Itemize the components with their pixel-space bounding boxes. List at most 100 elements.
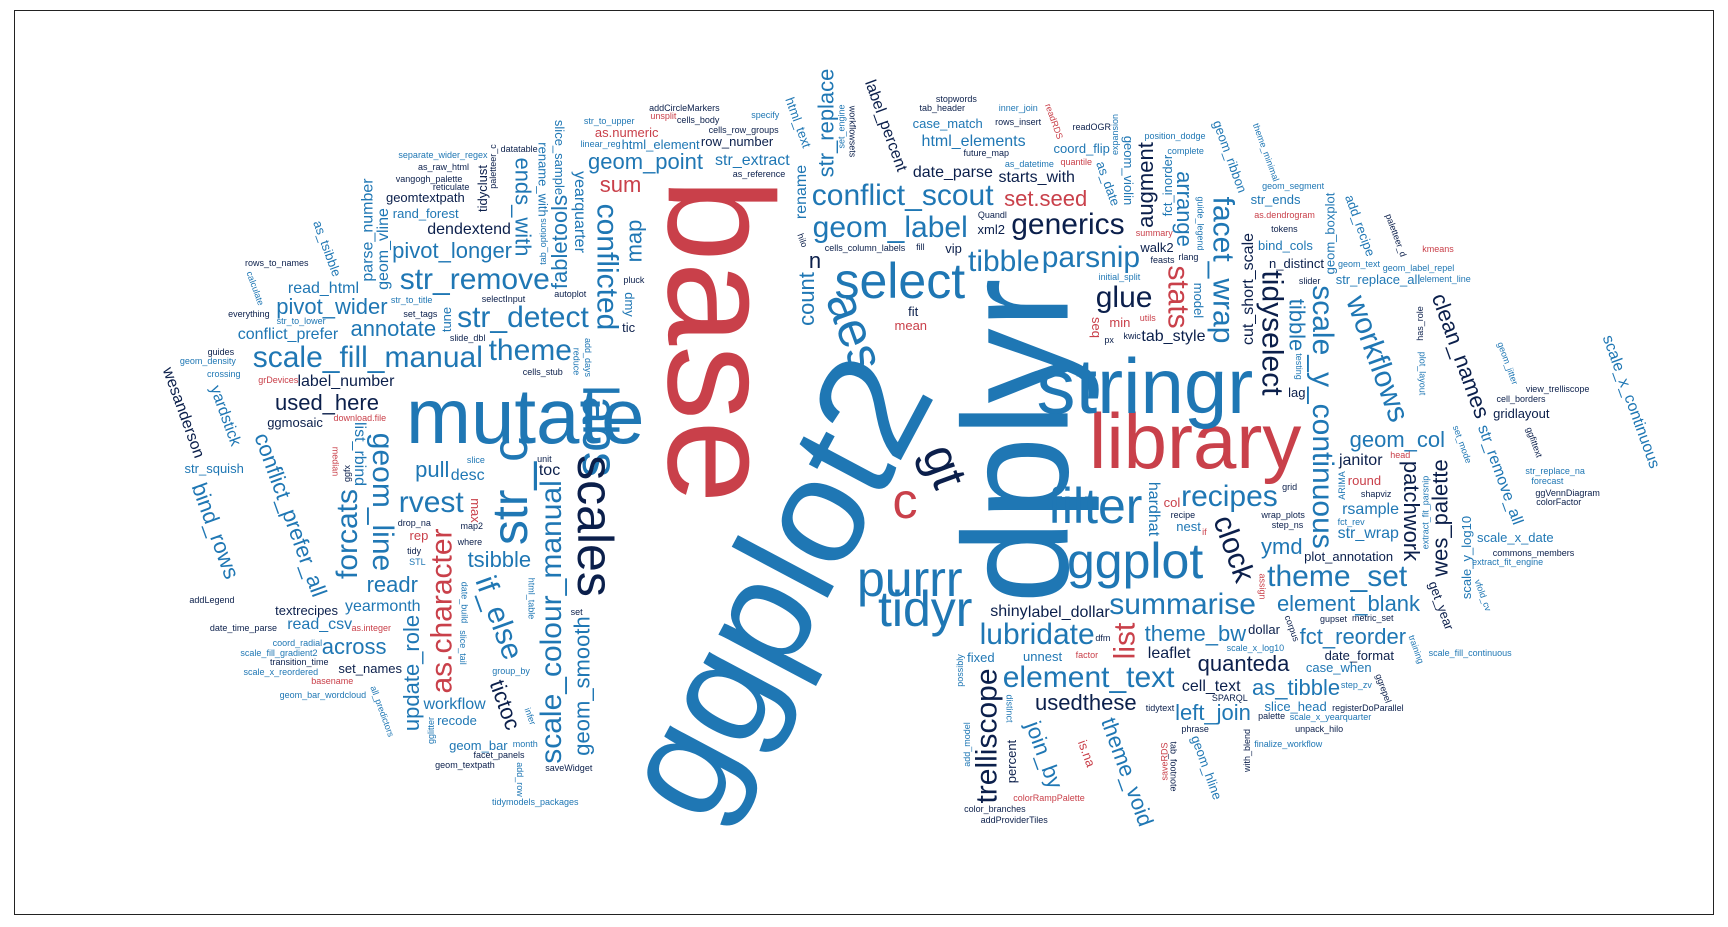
cloud-word-geom-bar: geom_bar xyxy=(449,737,508,753)
cloud-word-get-year: get_year xyxy=(1425,579,1457,632)
cloud-word-conflict-scout: conflict_scout xyxy=(811,178,994,212)
cloud-word-percent: percent xyxy=(1004,739,1020,783)
cloud-word-parsnip: parsnip xyxy=(1041,240,1141,274)
cloud-word-step-zv: step_zv xyxy=(1340,679,1372,690)
cloud-word-ggmosaic: ggmosaic xyxy=(267,414,323,430)
cloud-word-label-number: label_number xyxy=(297,373,395,391)
cloud-word-clean-names: clean_names xyxy=(1426,289,1495,422)
cloud-word-if: if xyxy=(1202,526,1207,537)
cloud-word-glue: glue xyxy=(1095,281,1153,315)
cloud-word-metric-set: metric_set xyxy=(1351,613,1394,624)
cloud-word-slice-head: slice_head xyxy=(1264,699,1327,714)
cloud-word-sum: sum xyxy=(599,171,642,197)
cloud-word-left-join: left_join xyxy=(1175,700,1251,726)
cloud-word-as-tibble: as_tibble xyxy=(1252,675,1341,701)
cloud-word-add-row: add_row xyxy=(515,762,526,797)
cloud-word-hardhat: hardhat xyxy=(1145,481,1163,537)
cloud-word-unsplit: unsplit xyxy=(650,110,677,121)
cloud-word-str-wrap: str_wrap xyxy=(1337,524,1399,542)
cloud-word-quandl: Quandl xyxy=(977,210,1007,220)
cloud-word-lag: lag xyxy=(1288,384,1306,400)
cloud-word-scale-fill-manual: scale_fill_manual xyxy=(252,341,483,375)
cloud-word-tokens: tokens xyxy=(1271,224,1298,235)
cloud-word-median: median xyxy=(330,446,341,477)
cloud-word-readr: readr xyxy=(366,572,418,597)
cloud-word-everything: everything xyxy=(228,309,270,320)
cloud-word-step-ns: step_ns xyxy=(1271,519,1304,530)
cloud-word-ggfittext: ggfittext xyxy=(1524,425,1545,459)
cloud-word-kwic: kwic xyxy=(1123,330,1141,341)
cloud-word-clock: clock xyxy=(1206,510,1261,587)
cloud-word-position-dodge: position_dodge xyxy=(1144,131,1206,141)
cloud-word-element-line: element_line xyxy=(1419,273,1471,284)
cloud-word-str-remove-all: str_remove_all xyxy=(1474,422,1526,527)
cloud-word-gridlayout: gridlayout xyxy=(1493,406,1550,422)
cloud-word-savewidget: saveWidget xyxy=(545,763,593,774)
cloud-word-as-date: as_date xyxy=(1092,159,1123,208)
cloud-word-str-to-upper: str_to_upper xyxy=(583,115,635,126)
cloud-word-geom-text: geom_text xyxy=(1337,258,1380,269)
cloud-word-forcats: forcats xyxy=(331,488,365,579)
cloud-word-tab-style: tab_style xyxy=(1141,327,1206,345)
cloud-word-colorramppalette: colorRampPalette xyxy=(1013,793,1085,804)
cloud-word-all-predictors: all_predictors xyxy=(368,684,397,739)
cloud-word-slide-dbl: slide_dbl xyxy=(449,332,486,343)
cloud-word-scale-y-continuous: scale_y_continuous xyxy=(1305,285,1339,550)
cloud-word-rename: rename xyxy=(793,165,811,220)
cloud-word-workflowsets: workflowsets xyxy=(846,106,857,158)
cloud-word-bind-cols: bind_cols xyxy=(1257,237,1313,253)
cloud-word-fill: fill xyxy=(916,242,925,253)
cloud-word-kmeans: kmeans xyxy=(1422,243,1454,254)
cloud-word-color-branches: color_branches xyxy=(964,804,1026,815)
cloud-word-read-html: read_html xyxy=(287,279,360,297)
cloud-word-training: training xyxy=(1406,633,1427,665)
cloud-word-specify: specify xyxy=(751,109,780,120)
cloud-word-scale-x-yearquarter: scale_x_yearquarter xyxy=(1289,712,1372,723)
cloud-word-tab-header: tab_header xyxy=(919,103,966,114)
cloud-word-recode: recode xyxy=(437,712,477,728)
cloud-word-workflow: workflow xyxy=(423,695,486,713)
cloud-word-ymd: ymd xyxy=(1261,533,1303,559)
cloud-word-model: model xyxy=(1191,282,1207,318)
cloud-word-tidy: tidy xyxy=(407,546,422,557)
cloud-word-trelliscope: trelliscope xyxy=(970,668,1004,804)
cloud-word-reduce: reduce xyxy=(571,348,582,376)
cloud-word-geom-jitter: geom_jitter xyxy=(1495,340,1521,386)
cloud-word-yardstick: yardstick xyxy=(206,383,244,449)
cloud-word-distinct: distinct xyxy=(1004,694,1015,723)
cloud-word-future-map: future_map xyxy=(963,148,1009,159)
cloud-word-str-replace: str_replace xyxy=(813,68,839,178)
cloud-word-summary: summary xyxy=(1135,227,1173,238)
cloud-word-stats: stats xyxy=(1161,265,1195,329)
cloud-word-set: set xyxy=(570,607,583,618)
cloud-word-grdevices: grDevices xyxy=(258,375,299,386)
cloud-word-crossing: crossing xyxy=(207,368,241,379)
cloud-word-geom-ribbon: geom_ribbon xyxy=(1209,118,1250,195)
cloud-word-geom-segment: geom_segment xyxy=(1262,181,1325,192)
cloud-word-pivot-wider: pivot_wider xyxy=(276,294,388,319)
cloud-word-registerdoparallel: registerDoParallel xyxy=(1332,703,1404,714)
cloud-word-across: across xyxy=(321,633,387,659)
cloud-word-separate-wider-regex: separate_wider_regex xyxy=(398,149,488,160)
cloud-word-where: where xyxy=(457,537,483,547)
cloud-word-fct-rev: fct_rev xyxy=(1337,516,1365,527)
cloud-word-tibble: tibble xyxy=(967,244,1040,278)
cloud-word-gupset: gupset xyxy=(1320,613,1348,624)
cloud-word-dollar: dollar xyxy=(1248,621,1280,637)
cloud-word-yearquarter: yearquarter xyxy=(571,171,589,253)
cloud-word-str-detect: str_detect xyxy=(457,301,589,335)
cloud-word-map: map xyxy=(621,220,647,263)
cloud-word-str-to-title: str_to_title xyxy=(390,294,433,305)
cloud-word-drop-na: drop_na xyxy=(397,518,431,529)
cloud-word-shapviz: shapviz xyxy=(1360,489,1392,500)
cloud-word-cell-borders: cell_borders xyxy=(1496,393,1546,404)
cloud-word-element-text: element_text xyxy=(1002,660,1175,694)
cloud-word-cells-column-labels: cells_column_labels xyxy=(824,243,906,254)
cloud-word-corpus: corpus xyxy=(1282,614,1301,643)
cloud-word-case-when: case_when xyxy=(1305,660,1372,676)
cloud-word-date-time-parse: date_time_parse xyxy=(209,622,277,633)
cloud-word-theme-set: theme_set xyxy=(1267,559,1408,593)
cloud-word-geom-bar-wordcloud: geom_bar_wordcloud xyxy=(279,690,367,701)
cloud-word-rep: rep xyxy=(409,527,429,543)
cloud-word-patchwork: patchwork xyxy=(1398,460,1424,561)
